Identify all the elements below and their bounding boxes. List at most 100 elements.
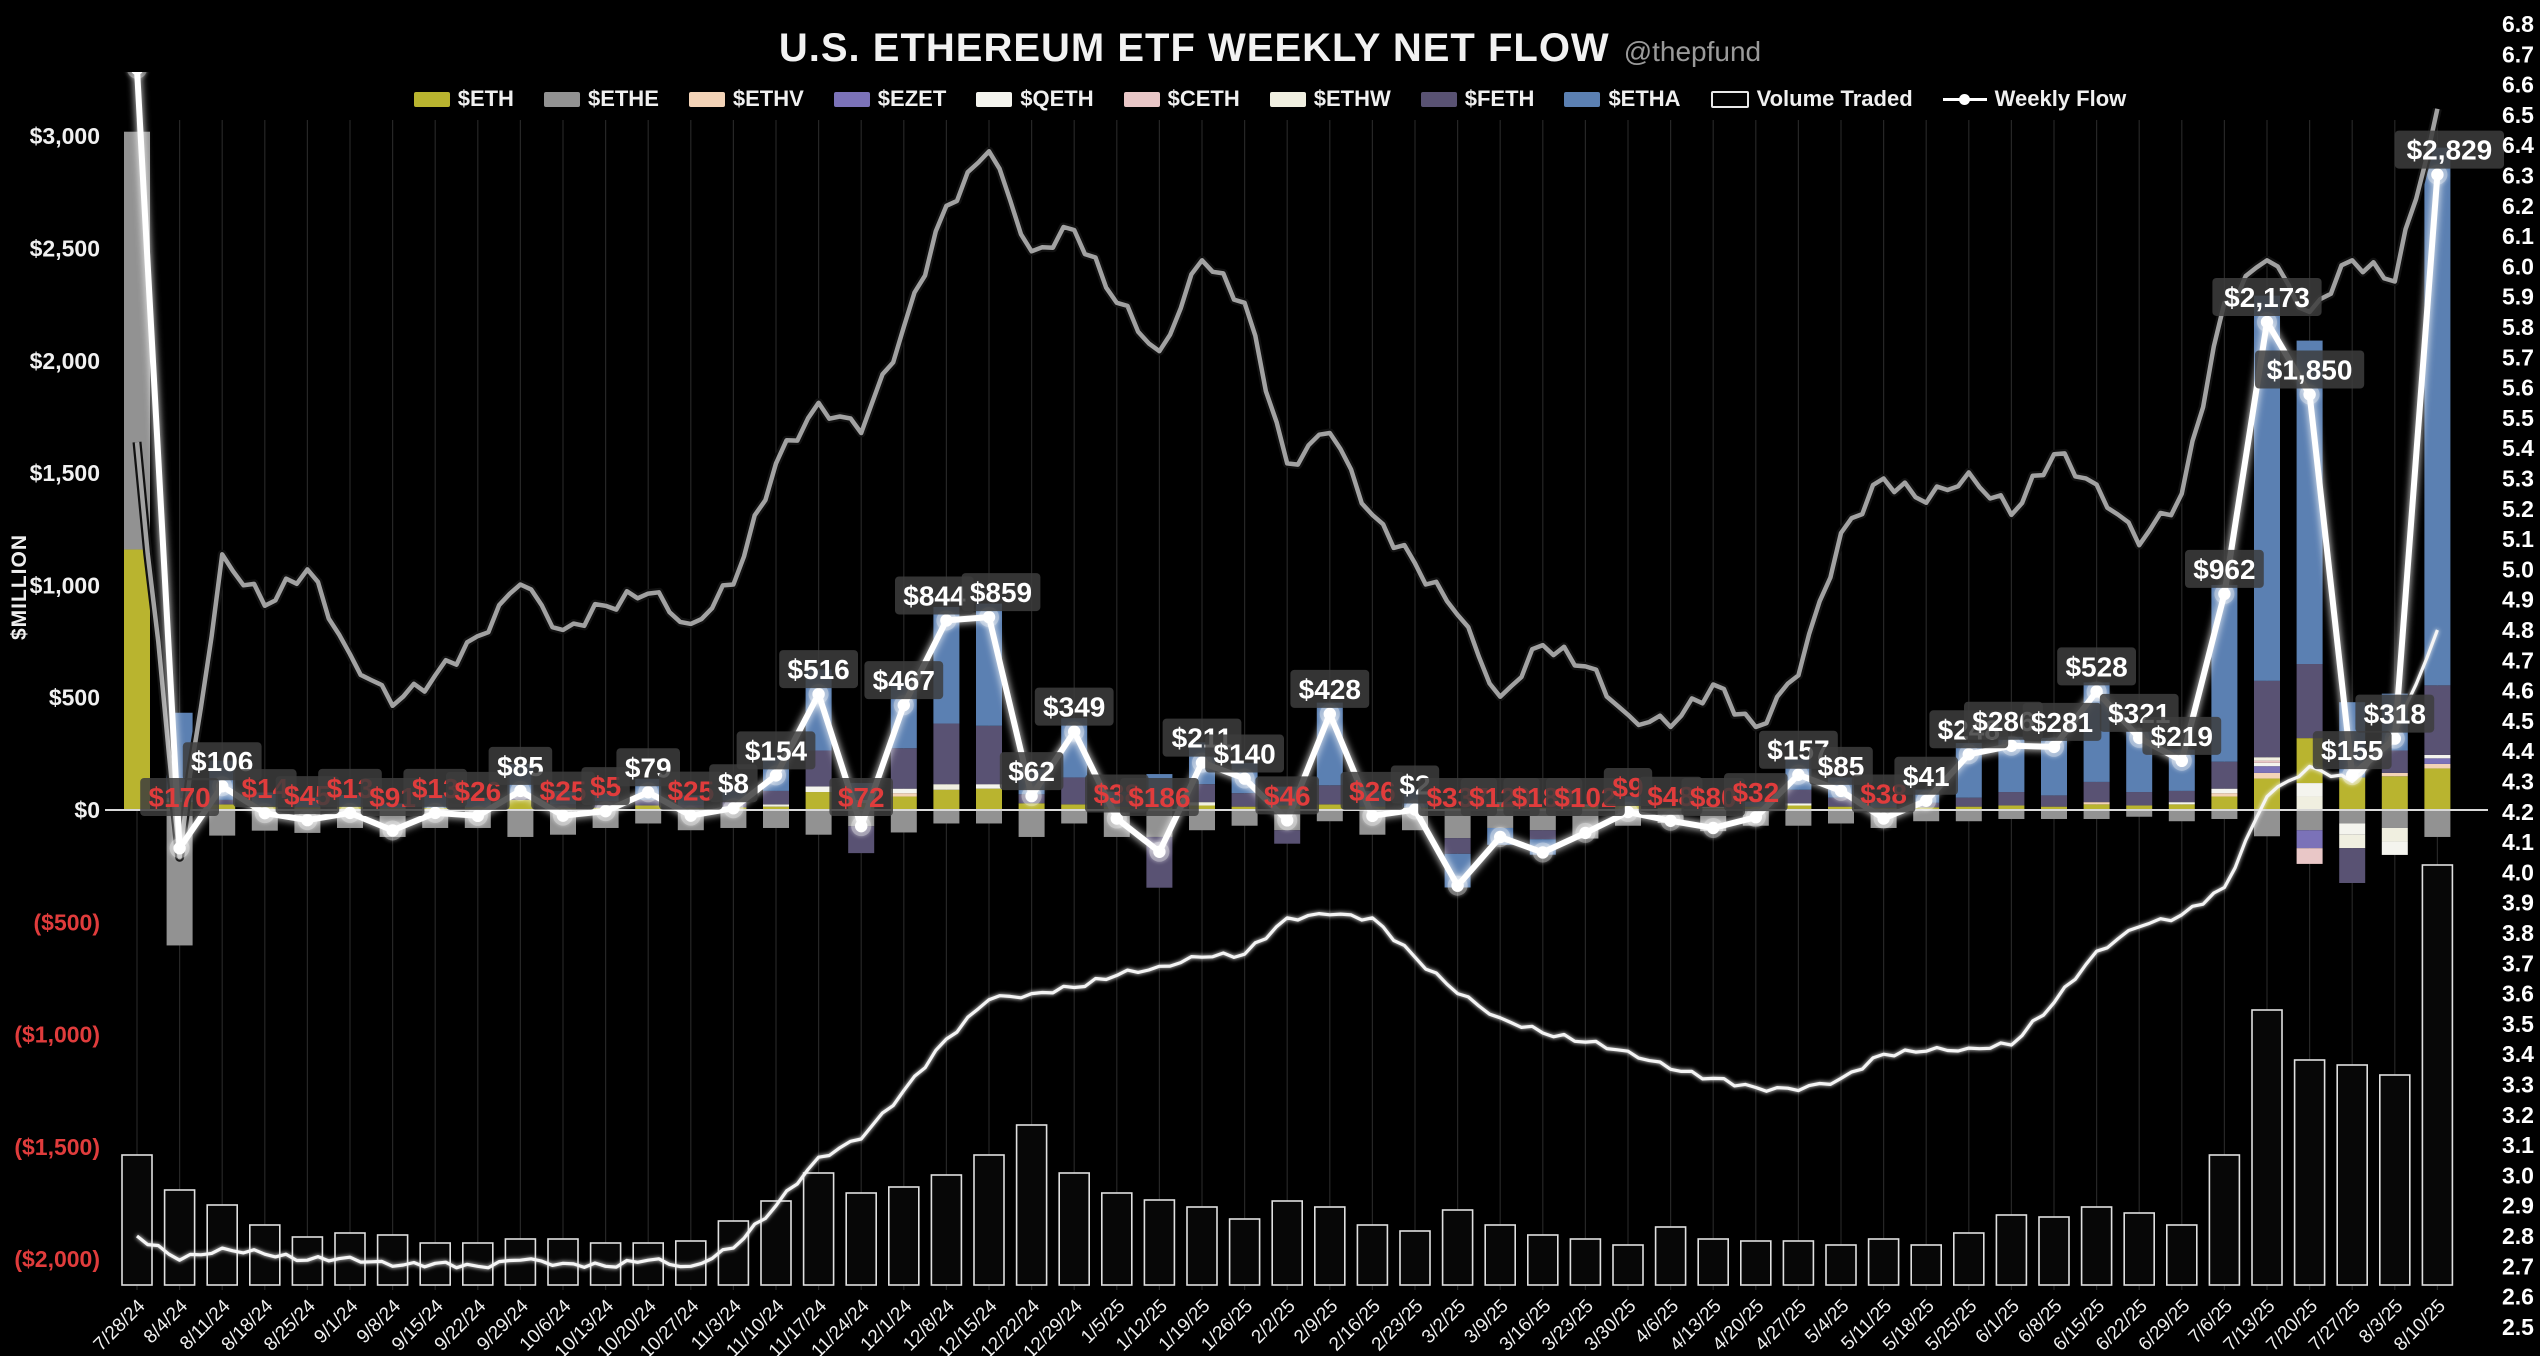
volume-bar — [1186, 1206, 1218, 1286]
right-axis-tick: 4.6 — [2502, 678, 2534, 704]
bar-segment-ethe-neg — [890, 810, 917, 833]
right-axis-tick: 4.8 — [2502, 617, 2534, 643]
flow-dot — [1451, 879, 1464, 892]
bar-segment-ethv — [2211, 793, 2238, 797]
bar-segment-feth — [763, 790, 789, 805]
flow-label: $318 — [2364, 699, 2426, 730]
legend-item--ethw: $ETHW — [1269, 86, 1391, 112]
right-axis-tick: 6.5 — [2502, 102, 2534, 128]
bar-segment-qeth — [2424, 754, 2451, 759]
flow-dot — [1792, 768, 1805, 781]
bar-segment-eth — [1231, 806, 1258, 810]
right-axis-tick: 4.7 — [2502, 647, 2534, 673]
bar-segment-qeth — [1785, 803, 1812, 806]
bar-segment-eth — [2126, 805, 2153, 810]
flow-label-chip — [779, 650, 858, 689]
flow-dot — [1621, 805, 1635, 819]
flow-label-chip — [2394, 130, 2504, 169]
flow-label: $962 — [2193, 554, 2255, 585]
right-axis-tick: 6.4 — [2502, 132, 2534, 158]
flow-label-chip — [2142, 716, 2222, 755]
bar-segment-feth — [976, 725, 1002, 785]
right-axis-tick: 2.9 — [2502, 1193, 2534, 1219]
bar-segment-feth — [1998, 792, 2025, 806]
bar-segment-eth — [2254, 778, 2280, 810]
volume-bar — [1995, 1214, 2028, 1286]
left-axis-tick: $500 — [49, 685, 100, 711]
bar-segment-ethe-neg — [1955, 810, 1982, 822]
flow-dot — [131, 72, 143, 76]
flow-label-chip — [2022, 702, 2102, 741]
right-axis-tick: 4.5 — [2502, 708, 2534, 734]
bar-segment-ethw — [933, 784, 960, 790]
legend-label: $CETH — [1167, 86, 1240, 111]
bar-segment-ethe-neg — [2339, 810, 2366, 824]
volume-bar — [632, 1242, 665, 1286]
bar-segment-ethw — [2296, 796, 2323, 810]
volume-bar — [1569, 1238, 1602, 1286]
flow-dot — [2388, 732, 2401, 745]
legend-item--eth: $ETH — [413, 86, 514, 112]
bar-segment-feth — [1955, 797, 1982, 807]
flow-dot — [2260, 315, 2274, 329]
flow-dot — [2090, 685, 2103, 698]
right-axis-tick: 3.8 — [2502, 920, 2534, 946]
right-axis-tick: 6.6 — [2502, 72, 2534, 98]
volume-bar — [1228, 1218, 1261, 1286]
bar-segment-feth — [1785, 789, 1812, 804]
volume-bar — [2166, 1224, 2198, 1286]
legend-item-volume-traded: Volume Traded — [1710, 86, 1913, 112]
right-axis-tick: 5.6 — [2502, 375, 2534, 401]
flow-dot — [855, 819, 868, 833]
bar-segment-ethe-neg — [1018, 810, 1045, 837]
bar-segment-eth — [2083, 804, 2110, 810]
left-axis-tick: $1,000 — [30, 572, 100, 598]
left-axis-tick: $1,500 — [30, 460, 100, 486]
bar-segment-eth — [124, 549, 150, 810]
flow-label-chip — [1724, 773, 1788, 812]
volume-bar — [1015, 1124, 1048, 1286]
flow-dot — [1920, 794, 1933, 807]
volume-bar — [1740, 1240, 1772, 1286]
legend-item--feth: $FETH — [1420, 86, 1534, 112]
volume-bar — [973, 1154, 1005, 1286]
flow-dot — [1068, 725, 1081, 738]
legend-swatch-icon — [543, 91, 580, 107]
right-axis-tick: 4.0 — [2502, 859, 2534, 885]
legend-item--ethe: $ETHE — [543, 86, 659, 112]
bar-segment-ethe-neg — [507, 810, 534, 837]
bar-segment-qeth — [2168, 802, 2195, 805]
volume-bar — [1654, 1226, 1687, 1286]
flow-dot — [1153, 845, 1166, 858]
x-axis-date: 2/2/25 — [1248, 1296, 1300, 1348]
flow-label: $467 — [873, 665, 935, 696]
volume-bar — [2038, 1216, 2070, 1286]
right-axis-tick: 5.0 — [2502, 556, 2534, 582]
volume-bar — [2421, 864, 2454, 1286]
volume-bar — [121, 1154, 153, 1286]
x-axis: 7/28/248/4/248/11/248/18/248/25/249/1/24… — [90, 1295, 2450, 1356]
flow-dot — [386, 824, 399, 837]
legend: $ETH $ETHE $ETHV $EZET $QETH $CETH $ETHW $FETH $… — [0, 86, 2540, 112]
flow-label-chip — [1290, 669, 1370, 708]
bar-segment-ethe-neg — [2083, 810, 2110, 819]
volume-bar — [845, 1192, 878, 1286]
bar-segment-ethe-neg — [1061, 810, 1088, 824]
bar-segment-ethe-neg — [1316, 810, 1343, 822]
flow-label: $154 — [745, 735, 808, 766]
right-axis-tick: 3.3 — [2502, 1072, 2534, 1098]
left-axis-tick: ($2,000) — [14, 1246, 100, 1272]
flow-label: $140 — [1213, 739, 1275, 770]
volume-bar — [887, 1186, 920, 1286]
gray-upper-line — [134, 108, 2440, 860]
bar-segment-ethe-neg — [763, 810, 789, 828]
flow-dot — [1707, 821, 1720, 835]
flow-dot — [1962, 748, 1976, 761]
left-axis-tick: $3,000 — [30, 123, 100, 149]
flow-label: $46 — [1264, 780, 1311, 811]
bar-segment-ethw-neg — [2381, 827, 2408, 842]
bar-segment-eth — [890, 796, 917, 810]
flow-label-chip — [2212, 277, 2322, 316]
bar-segment-feth — [2296, 664, 2323, 739]
